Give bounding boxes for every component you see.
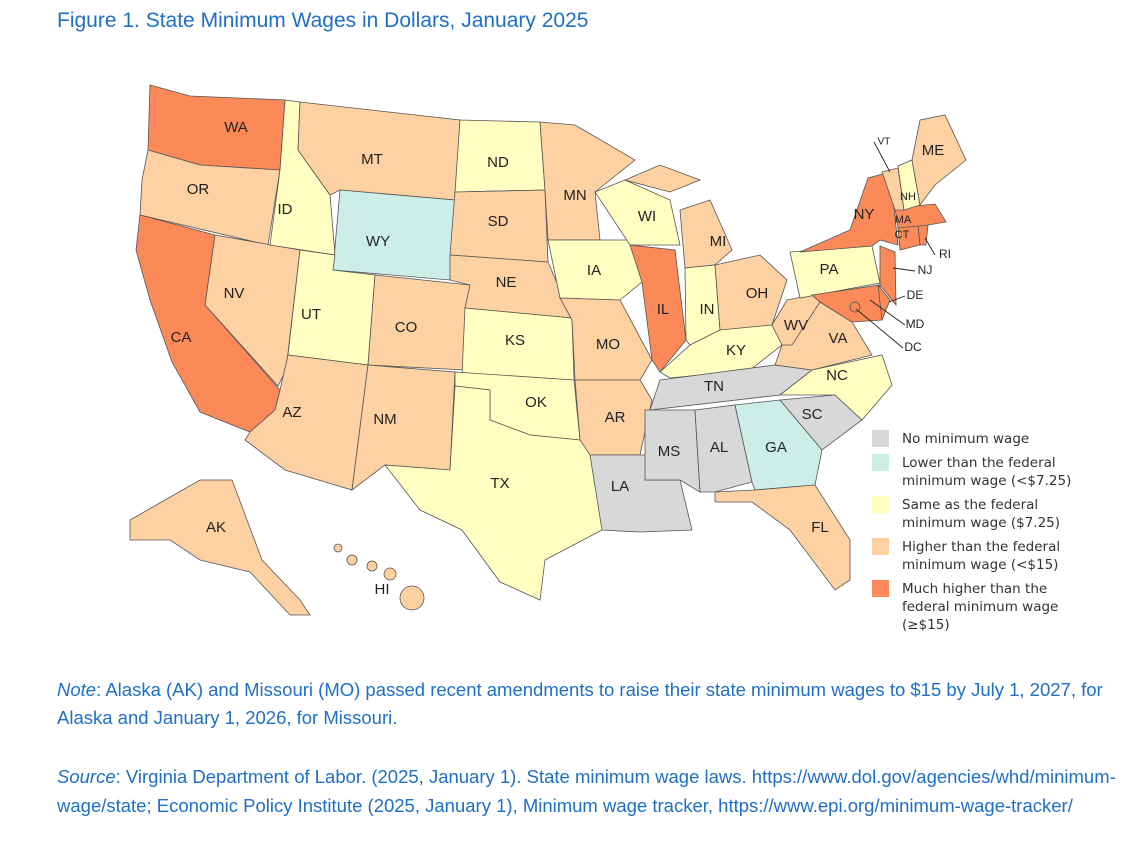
state-label-wv: WV	[784, 317, 808, 334]
callout-line	[869, 299, 906, 326]
state-label-or: OR	[187, 181, 210, 198]
state-ri	[917, 224, 929, 246]
state-hi	[346, 554, 358, 566]
state-label-nv: NV	[224, 285, 245, 302]
state-label-fl: FL	[811, 519, 829, 536]
state-label-ne: NE	[496, 274, 517, 291]
state-mi	[623, 164, 702, 193]
callout-line	[888, 295, 906, 303]
state-dc	[849, 301, 861, 313]
state-label-ut: UT	[301, 306, 321, 323]
state-label-ms: MS	[658, 443, 681, 460]
state-label-oh: OH	[746, 285, 769, 302]
state-label-ks: KS	[505, 332, 525, 349]
state-hi	[399, 585, 425, 611]
legend-swatch	[872, 496, 889, 513]
legend-swatch	[872, 580, 889, 597]
state-label-tn: TN	[704, 378, 724, 395]
state-label-va: VA	[829, 330, 848, 347]
state-label-ia: IA	[587, 262, 601, 279]
state-label-az: AZ	[282, 404, 301, 421]
state-label-ri: RI	[939, 247, 951, 261]
state-label-wy: WY	[366, 233, 390, 250]
state-label-id: ID	[278, 201, 293, 218]
state-label-ky: KY	[726, 342, 746, 359]
map-legend: No minimum wage Lower than the federal m…	[872, 430, 1102, 640]
state-ms	[644, 409, 701, 493]
state-wi	[594, 179, 681, 246]
state-md	[811, 284, 883, 323]
state-de	[877, 283, 891, 321]
state-label-ga: GA	[765, 439, 787, 456]
state-label-ar: AR	[605, 409, 626, 426]
state-ky	[659, 324, 783, 379]
state-label-ny: NY	[854, 206, 875, 223]
state-mi	[679, 199, 733, 269]
state-label-vt: VT	[878, 137, 891, 148]
callout-line	[892, 267, 916, 272]
state-label-nm: NM	[373, 411, 396, 428]
state-label-mt: MT	[361, 151, 383, 168]
state-label-mn: MN	[563, 187, 586, 204]
state-hi	[366, 560, 378, 572]
state-label-sd: SD	[488, 213, 509, 230]
figure-source: Source: Virginia Department of Labor. (2…	[57, 766, 1116, 816]
state-label-sc: SC	[802, 406, 823, 423]
state-label-nh: NH	[900, 191, 916, 203]
state-label-il: IL	[657, 301, 670, 318]
state-label-la: LA	[611, 478, 629, 495]
callout-line	[873, 141, 891, 173]
state-label-md: MD	[906, 317, 925, 331]
legend-item-lower: Lower than the federal minimum wage (<$7…	[872, 454, 1102, 490]
state-mn	[539, 121, 636, 241]
state-label-tx: TX	[490, 475, 509, 492]
state-label-mo: MO	[596, 336, 620, 353]
state-ia	[547, 239, 643, 301]
state-wy	[332, 189, 456, 281]
legend-swatch	[872, 538, 889, 555]
figure-title: Figure 1. State Minimum Wages in Dollars…	[57, 9, 589, 32]
state-label-nd: ND	[487, 154, 509, 171]
state-label-ct: CT	[895, 229, 910, 241]
state-me	[911, 114, 967, 206]
callout-line	[924, 237, 936, 256]
state-label-al: AL	[710, 439, 728, 456]
state-al	[694, 404, 753, 493]
state-label-in: IN	[700, 301, 715, 318]
state-label-nj: NJ	[918, 263, 933, 277]
state-fl	[714, 484, 851, 591]
state-label-pa: PA	[820, 261, 839, 278]
state-co	[367, 274, 471, 371]
legend-item-none: No minimum wage	[872, 430, 1102, 448]
state-ny	[799, 171, 899, 253]
state-nj	[879, 245, 897, 307]
state-label-ak: AK	[206, 519, 226, 536]
legend-swatch	[872, 454, 889, 471]
state-label-wa: WA	[224, 119, 248, 136]
state-label-de: DE	[907, 288, 924, 302]
state-label-wi: WI	[638, 208, 656, 225]
state-label-ca: CA	[171, 329, 192, 346]
callout-line	[855, 308, 904, 349]
state-ma	[894, 203, 947, 229]
figure-note: Note: Alaska (AK) and Missouri (MO) pass…	[57, 679, 1103, 728]
state-label-ma: MA	[895, 214, 912, 226]
us-minimum-wage-map: WA OR CA NV ID MT WY UT AZ CO NM ND SD NE KS OK TX MN IA MO…	[129, 84, 967, 616]
state-label-dc: DC	[904, 340, 922, 354]
legend-swatch	[872, 430, 889, 447]
state-tx	[384, 385, 603, 601]
state-hi	[383, 567, 397, 581]
state-label-nc: NC	[826, 367, 848, 384]
state-hi	[333, 543, 343, 553]
legend-item-much: Much higher than the federal minimum wag…	[872, 580, 1102, 634]
state-label-hi: HI	[375, 581, 390, 598]
legend-item-higher: Higher than the federal minimum wage (<$…	[872, 538, 1102, 574]
state-label-me: ME	[922, 142, 945, 159]
state-label-ok: OK	[525, 394, 547, 411]
state-label-mi: MI	[710, 233, 727, 250]
state-ak	[129, 479, 311, 616]
state-label-co: CO	[395, 319, 418, 336]
legend-item-same: Same as the federal minimum wage ($7.25)	[872, 496, 1102, 532]
